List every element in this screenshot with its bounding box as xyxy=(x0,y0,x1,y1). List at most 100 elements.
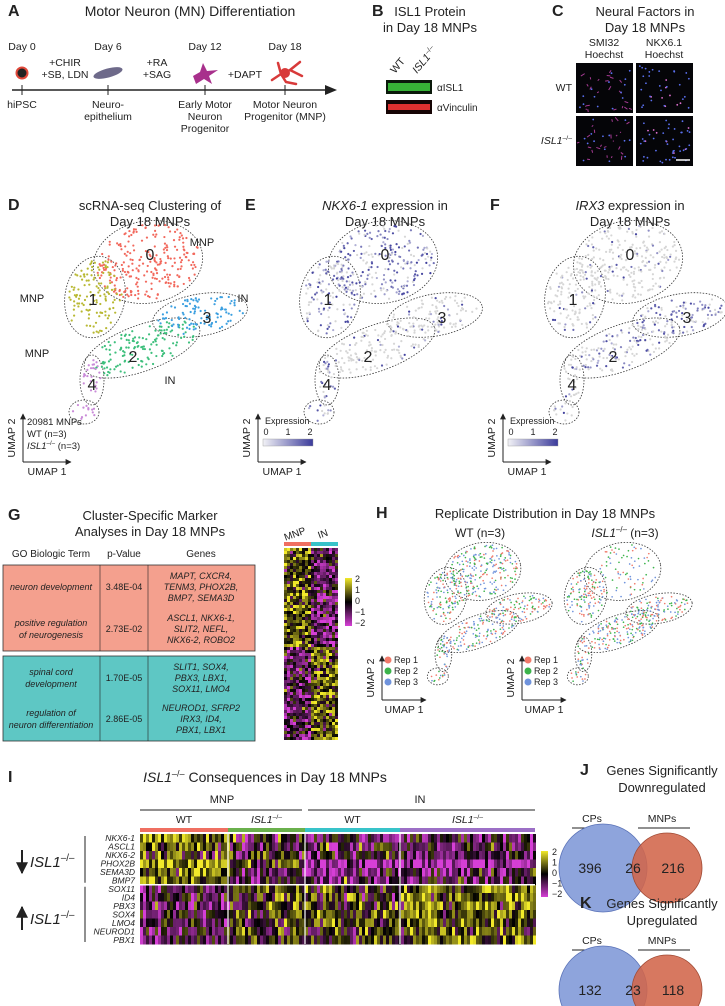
heatmap-cell xyxy=(329,650,332,653)
cell-point xyxy=(348,343,352,347)
heatmap-cell xyxy=(323,641,326,644)
cell-point xyxy=(135,230,138,233)
cell-point xyxy=(643,632,646,635)
heatmap-cell xyxy=(296,710,299,713)
cell-point xyxy=(430,603,433,605)
nucleus xyxy=(623,83,626,86)
cell-point xyxy=(148,253,151,256)
cell-point xyxy=(387,260,390,263)
cell-point xyxy=(501,609,504,612)
cell-point xyxy=(576,261,579,264)
fiber xyxy=(611,119,613,122)
cell-point xyxy=(544,598,547,601)
fiber xyxy=(580,73,585,77)
cell-point xyxy=(487,628,489,631)
cell-point xyxy=(572,393,575,397)
cell-point xyxy=(409,253,413,256)
heatmap-cell xyxy=(320,581,323,584)
cell-point xyxy=(458,635,460,637)
cell-point xyxy=(427,595,429,598)
cell-point xyxy=(489,561,492,563)
cell-point xyxy=(233,299,236,302)
cell-point xyxy=(604,550,607,553)
heatmap-cell xyxy=(302,566,305,569)
nucleus xyxy=(681,120,684,123)
heatmap-cell xyxy=(317,578,320,581)
heatmap-cell xyxy=(296,713,299,716)
cell-point xyxy=(557,303,560,306)
heatmap-cell xyxy=(302,641,305,644)
cell-point xyxy=(384,281,387,284)
heatmap-cell xyxy=(293,638,296,641)
heatmap-cell xyxy=(308,662,311,665)
heatmap-cell xyxy=(296,602,299,605)
cell-point xyxy=(173,257,176,260)
heatmap-cell xyxy=(314,638,317,641)
cell-point xyxy=(640,279,643,283)
micrograph xyxy=(576,116,633,166)
heatmap-cell xyxy=(302,629,305,632)
heatmap-cell xyxy=(287,581,290,584)
heatmap-cell xyxy=(314,563,317,566)
heatmap-cell xyxy=(308,614,311,617)
heatmap-cell xyxy=(284,683,287,686)
cell-point xyxy=(607,237,610,240)
cell-point xyxy=(157,319,160,322)
panel-title: scRNA-seq Clustering of xyxy=(79,198,222,213)
cell-point xyxy=(364,280,367,283)
cell-point xyxy=(89,263,92,266)
heatmap-cell xyxy=(317,623,320,626)
cell-point xyxy=(369,368,372,372)
cell-point xyxy=(86,273,89,276)
cell-point xyxy=(480,556,483,558)
cell-point xyxy=(119,347,123,350)
cell-point xyxy=(516,567,519,569)
heatmap-cell xyxy=(314,850,317,860)
heatmap-cell xyxy=(317,710,320,713)
cell-point xyxy=(113,288,116,291)
cell-point xyxy=(104,260,107,263)
cell-point xyxy=(191,335,194,339)
heatmap-cell xyxy=(299,581,302,584)
cell-point xyxy=(605,334,608,337)
cell-point xyxy=(365,349,369,352)
cell-point xyxy=(495,589,498,591)
heatmap-cell xyxy=(326,647,329,650)
heatmap-cell xyxy=(221,850,224,860)
heatmap-cell xyxy=(311,575,314,578)
cell-point xyxy=(364,368,367,371)
cell-point xyxy=(570,588,573,590)
cell-point xyxy=(109,368,112,371)
heatmap-cell xyxy=(323,632,326,635)
cell-point xyxy=(436,596,438,598)
cell-point xyxy=(360,335,363,338)
heatmap-cell xyxy=(266,850,269,860)
cell-point xyxy=(617,572,620,575)
cell-point xyxy=(348,283,352,286)
cell-point xyxy=(334,320,337,323)
cell-point xyxy=(192,325,195,328)
heatmap-cell xyxy=(323,722,326,725)
nucleus xyxy=(671,152,674,154)
heatmap-cell xyxy=(296,572,299,575)
heatmap-cell xyxy=(170,842,173,852)
cell-point xyxy=(590,614,593,617)
heatmap-cell xyxy=(458,842,461,852)
heatmap-cell xyxy=(311,734,314,737)
cell-point xyxy=(317,307,321,310)
heatmap-cell xyxy=(296,722,299,725)
heatmap-cell xyxy=(389,834,392,843)
heatmap-cell xyxy=(329,737,332,740)
cell-point xyxy=(566,599,568,602)
cell-point xyxy=(326,323,329,327)
cell-point xyxy=(366,277,369,281)
cell-point xyxy=(469,562,472,564)
heatmap-cell xyxy=(308,713,311,716)
heatmap-cell xyxy=(305,692,308,695)
heatmap-cell xyxy=(323,548,326,551)
cell-point xyxy=(606,634,609,637)
cell-point xyxy=(116,364,119,367)
heatmap-cell xyxy=(323,566,326,569)
heatmap-cell xyxy=(290,668,293,671)
cell-point xyxy=(588,285,591,289)
